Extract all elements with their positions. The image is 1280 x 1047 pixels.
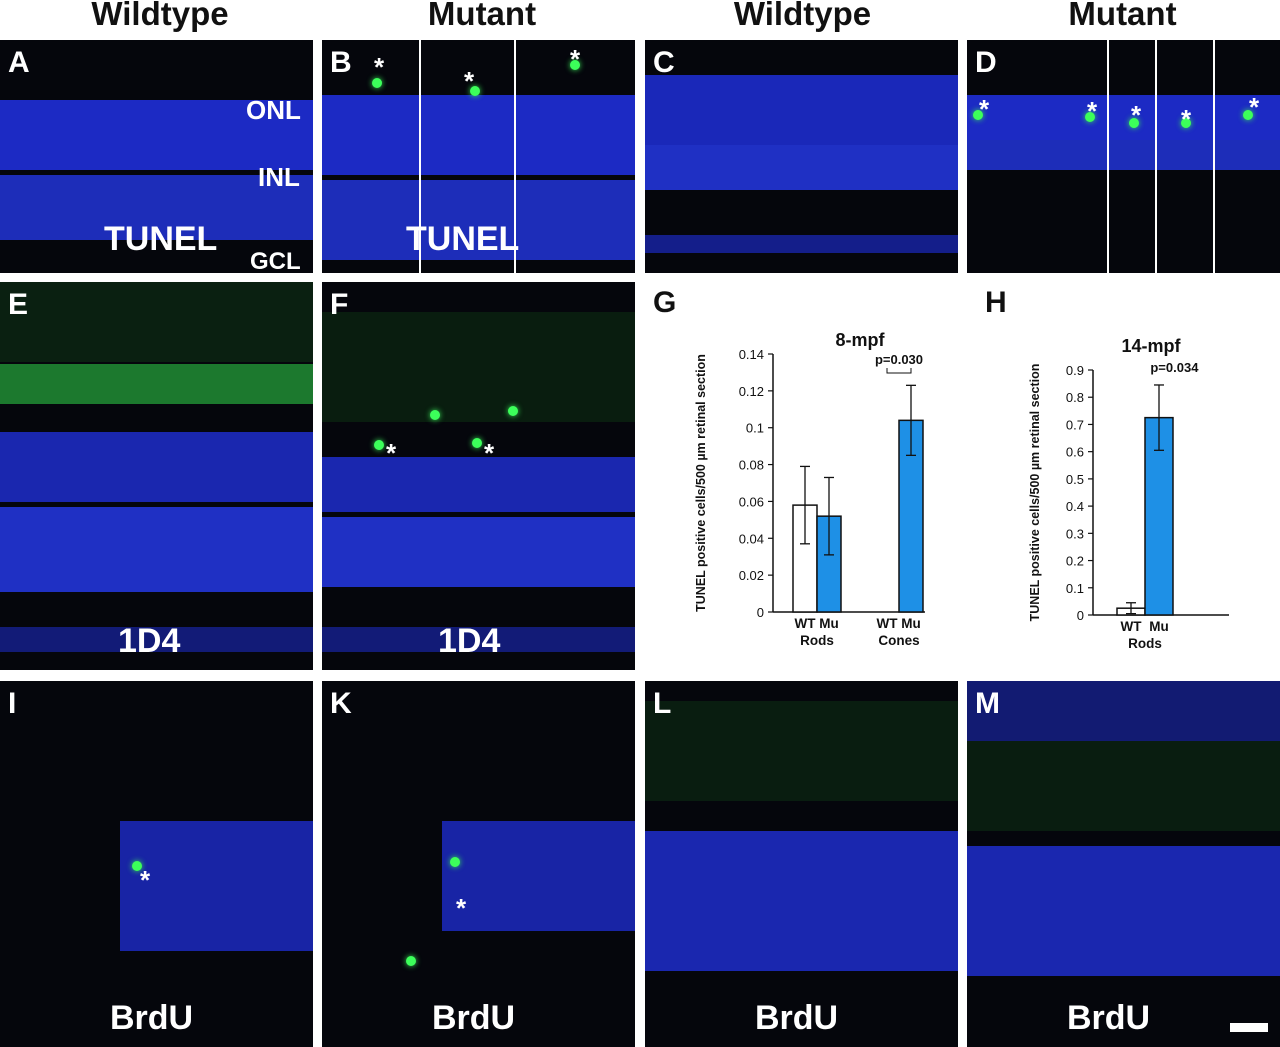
panel-label-g: G xyxy=(653,286,677,319)
asterisk-marker: * xyxy=(140,865,151,895)
chart-8mpf: 0 0.02 0.04 0.06 0.08 0.1 0.12 0.14 TUNEL positi… xyxy=(694,330,925,648)
stain-label-1d4: 1D4 xyxy=(438,622,501,660)
y-tick-label: 0.1 xyxy=(1066,581,1084,596)
y-tick-label: 0.9 xyxy=(1066,363,1084,378)
stain-label-1d4: 1D4 xyxy=(118,622,181,660)
panel-a: A ONL INL TUNEL GCL xyxy=(0,40,313,273)
panel-label-d: D xyxy=(975,46,997,79)
panel-label-m: M xyxy=(975,687,1000,720)
asterisk-marker: * xyxy=(1181,104,1192,134)
asterisk-marker: * xyxy=(570,44,581,74)
stain-label-brdu: BrdU xyxy=(110,999,194,1037)
asterisk-marker: * xyxy=(374,52,385,82)
panel-label-b: B xyxy=(330,46,352,79)
y-tick-label: 0.8 xyxy=(1066,390,1084,405)
group-label: Cones xyxy=(878,633,919,648)
panel-c: C xyxy=(645,40,958,273)
panel-h: H 0 0.1 0.2 0.3 0.4 0.5 0.6 0.7 0.8 0.9 TUNEL posi… xyxy=(967,282,1280,670)
panel-label-k: K xyxy=(330,687,352,720)
y-tick-label: 0.06 xyxy=(739,494,764,509)
stain-label-brdu: BrdU xyxy=(1067,999,1151,1037)
panel-b: B * * * TUNEL xyxy=(322,40,635,273)
asterisk-marker: * xyxy=(1087,96,1098,126)
stain-label-brdu: BrdU xyxy=(432,999,516,1037)
panel-g: G 0 0.02 0.04 0.06 0.08 0.1 0.12 0.14 TUNEL posi… xyxy=(645,282,958,670)
panel-m: M BrdU xyxy=(967,681,1280,1047)
y-tick-label: 0.04 xyxy=(739,531,764,546)
panel-label-c: C xyxy=(653,46,675,79)
y-tick-label: 0.3 xyxy=(1066,526,1084,541)
asterisk-marker: * xyxy=(386,438,397,468)
panel-d: D * * * * * xyxy=(967,40,1280,273)
y-tick-label: 0.7 xyxy=(1066,417,1084,432)
stain-label-tunel: TUNEL xyxy=(104,220,218,258)
y-tick-label: 0.14 xyxy=(739,347,764,362)
y-tick-label: 0.2 xyxy=(1066,554,1084,569)
panel-e: E 1D4 xyxy=(0,282,313,670)
y-tick-label: 0.08 xyxy=(739,458,764,473)
y-tick-label: 0.1 xyxy=(746,421,764,436)
asterisk-marker: * xyxy=(456,893,467,923)
p-value-annotation: p=0.030 xyxy=(875,352,923,367)
group-label: Rods xyxy=(800,633,834,648)
stain-label-tunel: TUNEL xyxy=(406,220,520,258)
header-mutant-2: Mutant xyxy=(1068,0,1177,32)
chart-title: 14-mpf xyxy=(1121,336,1181,356)
y-tick-label: 0.6 xyxy=(1066,445,1084,460)
panel-label-f: F xyxy=(330,288,349,321)
y-tick-label: 0.4 xyxy=(1066,499,1084,514)
y-tick-label: 0 xyxy=(757,605,764,620)
x-tick-label: WT xyxy=(877,616,899,631)
x-tick-label: WT xyxy=(1121,619,1143,634)
y-tick-label: 0 xyxy=(1077,608,1084,623)
p-value-annotation: p=0.034 xyxy=(1150,360,1199,375)
chart-title: 8-mpf xyxy=(836,330,886,350)
x-tick-label: WT xyxy=(795,616,817,631)
panel-label-i: I xyxy=(8,687,17,720)
layer-label-gcl: GCL xyxy=(250,248,301,273)
x-tick-label: Mu xyxy=(1149,619,1169,634)
header-wildtype-2: Wildtype xyxy=(733,0,872,32)
asterisk-marker: * xyxy=(1249,92,1260,122)
layer-label-inl: INL xyxy=(258,162,300,192)
asterisk-marker: * xyxy=(1131,100,1142,130)
panel-label-a: A xyxy=(8,46,30,79)
y-tick-label: 0.02 xyxy=(739,568,764,583)
y-tick-label: 0.5 xyxy=(1066,472,1084,487)
panel-i: I * BrdU xyxy=(0,681,313,1047)
panel-k: K * BrdU xyxy=(322,681,635,1047)
panel-label-e: E xyxy=(8,288,29,321)
stain-label-brdu: BrdU xyxy=(755,999,839,1037)
y-axis-label: TUNEL positive cells/500 µm retinal sect… xyxy=(694,354,708,612)
x-tick-label: Mu xyxy=(901,616,921,631)
group-label: Rods xyxy=(1128,636,1162,651)
asterisk-marker: * xyxy=(979,94,990,124)
header-wildtype-1: Wildtype xyxy=(91,0,229,32)
panel-l: L BrdU xyxy=(645,681,958,1047)
x-tick-label: Mu xyxy=(819,616,839,631)
asterisk-marker: * xyxy=(484,438,495,468)
significance-bracket xyxy=(886,368,912,374)
chart-14mpf: 0 0.1 0.2 0.3 0.4 0.5 0.6 0.7 0.8 0.9 TUNEL positi… xyxy=(1028,336,1229,651)
panel-label-h: H xyxy=(985,286,1007,319)
bar-mu xyxy=(898,419,924,613)
layer-label-onl: ONL xyxy=(246,95,301,125)
y-axis-label: TUNEL positive cells/500 µm retinal sect… xyxy=(1028,364,1042,622)
scale-bar xyxy=(1230,1023,1268,1032)
panel-f: F * * 1D4 xyxy=(322,282,635,670)
header-mutant-1: Mutant xyxy=(427,0,537,32)
asterisk-marker: * xyxy=(464,66,475,96)
y-tick-label: 0.12 xyxy=(739,384,764,399)
panel-label-l: L xyxy=(653,687,672,720)
